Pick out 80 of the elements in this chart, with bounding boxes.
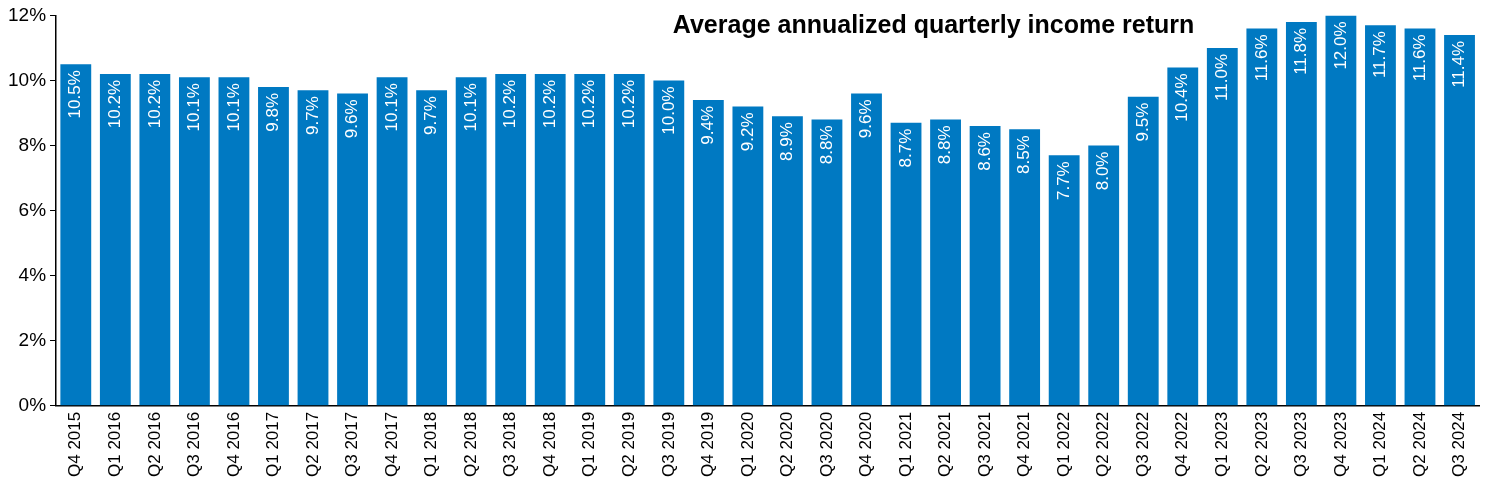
data-label: 10.2% — [105, 79, 125, 129]
data-label: 9.7% — [421, 96, 441, 135]
data-label: 10.1% — [184, 83, 204, 132]
data-label: 8.5% — [1014, 135, 1034, 175]
data-label: 8.8% — [816, 125, 836, 165]
data-label: 8.7% — [895, 128, 915, 168]
data-label: 8.8% — [935, 125, 955, 165]
data-label: 7.7% — [1053, 161, 1073, 201]
x-tick-label: Q4 2022 — [1172, 411, 1192, 478]
x-tick-label: Q1 2016 — [105, 411, 125, 478]
data-label: 10.1% — [381, 83, 401, 132]
data-label: 10.2% — [539, 79, 559, 129]
x-tick-label: Q2 2016 — [144, 411, 164, 478]
x-tick-label: Q2 2020 — [777, 411, 797, 478]
x-tick-label: Q3 2023 — [1291, 411, 1311, 478]
x-tick-label: Q2 2023 — [1251, 411, 1271, 478]
x-tick-label: Q2 2022 — [1093, 411, 1113, 478]
data-label: 8.9% — [777, 122, 797, 161]
x-tick-label: Q1 2024 — [1370, 411, 1390, 478]
y-tick-label: 4% — [18, 263, 47, 285]
data-label: 11.6% — [1409, 34, 1429, 82]
data-label: 9.6% — [856, 99, 876, 139]
x-tick-label: Q4 2016 — [223, 411, 243, 478]
data-label: 10.1% — [223, 83, 243, 132]
data-label: 10.1% — [460, 83, 480, 132]
data-label: 10.5% — [65, 70, 85, 119]
data-label: 10.0% — [658, 86, 678, 135]
x-tick-label: Q3 2020 — [816, 411, 836, 478]
data-label: 10.2% — [579, 79, 599, 129]
y-tick-label: 2% — [18, 328, 47, 350]
data-label: 11.6% — [1251, 34, 1271, 82]
x-tick-label: Q2 2024 — [1409, 411, 1429, 478]
x-tick-label: Q3 2017 — [342, 411, 362, 478]
x-tick-label: Q3 2021 — [974, 411, 994, 478]
data-label: 9.4% — [698, 105, 718, 145]
data-label: 11.7% — [1370, 31, 1390, 79]
x-tick-label: Q3 2022 — [1132, 411, 1152, 478]
x-tick-label: Q4 2023 — [1330, 411, 1350, 478]
data-label: 10.2% — [144, 79, 164, 129]
x-tick-label: Q3 2018 — [500, 411, 520, 478]
x-tick-label: Q2 2019 — [618, 411, 638, 478]
data-label: 11.4% — [1449, 40, 1469, 88]
data-label: 8.0% — [1093, 151, 1113, 191]
x-tick-label: Q1 2023 — [1211, 411, 1231, 478]
x-tick-label: Q4 2021 — [1014, 411, 1034, 478]
data-label: 11.0% — [1211, 53, 1231, 101]
data-label: 10.2% — [618, 79, 638, 129]
x-tick-label: Q1 2020 — [737, 411, 757, 478]
x-tick-label: Q3 2024 — [1449, 411, 1469, 478]
x-tick-label: Q4 2019 — [698, 411, 718, 478]
data-label: 12.0% — [1330, 21, 1350, 70]
x-tick-label: Q1 2022 — [1053, 411, 1073, 478]
data-label: 9.7% — [302, 96, 322, 135]
x-tick-label: Q3 2019 — [658, 411, 678, 478]
x-tick-label: Q4 2018 — [539, 411, 559, 478]
x-tick-label: Q2 2018 — [460, 411, 480, 478]
x-tick-label: Q4 2017 — [381, 411, 401, 478]
x-tick-label: Q1 2018 — [421, 411, 441, 478]
data-label: 11.8% — [1291, 27, 1311, 75]
data-label: 9.5% — [1132, 102, 1152, 142]
y-tick-label: 6% — [18, 198, 47, 220]
chart-title: Average annualized quarterly income return — [672, 10, 1195, 39]
data-label: 9.2% — [737, 112, 757, 152]
data-label: 10.2% — [500, 79, 520, 129]
data-label: 10.4% — [1172, 73, 1192, 122]
x-tick-label: Q2 2017 — [302, 411, 322, 478]
data-label: 8.6% — [974, 132, 994, 171]
y-tick-label: 0% — [18, 394, 47, 416]
x-tick-label: Q1 2021 — [895, 411, 915, 478]
x-tick-label: Q1 2019 — [579, 411, 599, 478]
x-tick-label: Q3 2016 — [184, 411, 204, 478]
data-label: 9.8% — [263, 92, 283, 132]
y-tick-label: 12% — [8, 3, 47, 25]
x-tick-label: Q4 2015 — [65, 411, 85, 478]
y-tick-label: 8% — [18, 133, 47, 155]
x-tick-label: Q4 2020 — [856, 411, 876, 478]
y-tick-label: 10% — [8, 68, 47, 90]
data-label: 9.6% — [342, 99, 362, 139]
x-tick-label: Q2 2021 — [935, 411, 955, 478]
x-tick-label: Q1 2017 — [263, 411, 283, 478]
